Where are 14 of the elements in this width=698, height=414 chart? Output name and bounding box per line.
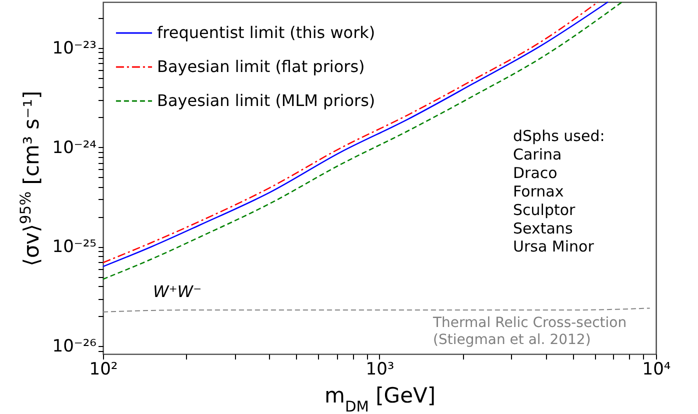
x-tick-label: 10⁴: [642, 360, 671, 380]
y-tick-label: 10⁻²³: [52, 38, 96, 58]
annotation: W⁺W⁻: [153, 282, 202, 301]
y-tick-label: 10⁻²⁴: [52, 138, 97, 158]
y-tick-label: 10⁻²⁶: [52, 336, 97, 356]
annotation: dSphs used: Carina Draco Fornax Sculptor Sextans Ursa Minor: [513, 127, 605, 256]
legend-label: frequentist limit (this work): [157, 23, 376, 42]
annotation: Thermal Relic Cross-section (Stiegman et al. 2012): [432, 315, 627, 348]
x-axis-title: m$_{DM}$ [GeV]: [324, 384, 436, 414]
legend-label: Bayesian limit (flat priors): [157, 57, 365, 76]
x-tick-label: 10²: [89, 360, 118, 380]
legend-label: Bayesian limit (MLM priors): [157, 91, 376, 110]
y-tick-label: 10⁻²⁵: [52, 237, 96, 258]
x-tick-label: 10³: [366, 360, 394, 380]
